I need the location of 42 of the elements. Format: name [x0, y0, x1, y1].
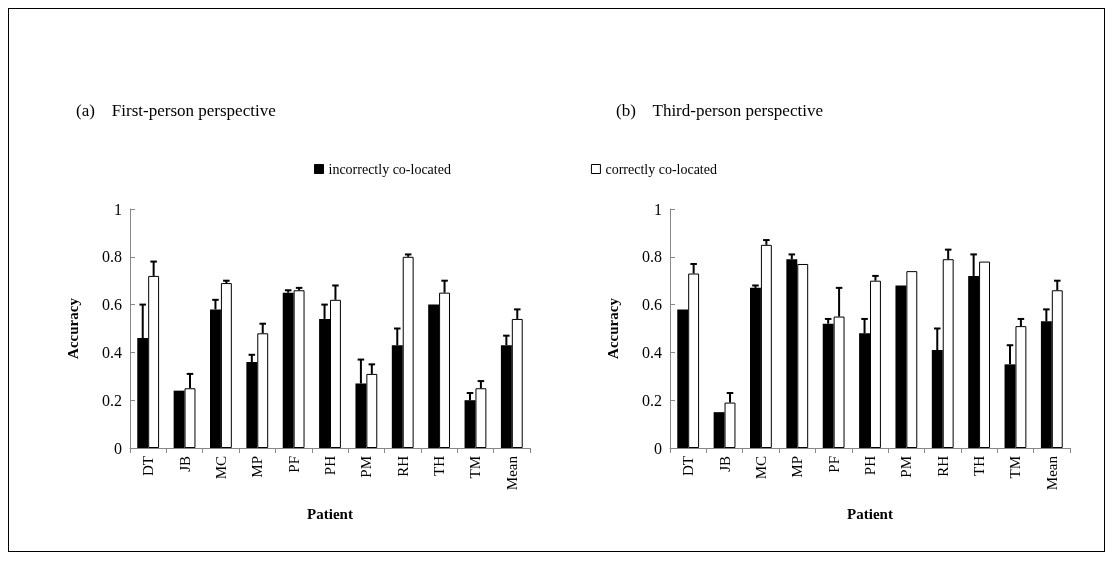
- x-tick-label: Mean: [503, 455, 520, 491]
- x-tick-label: RH: [394, 455, 411, 477]
- legend-label: incorrectly co-located: [328, 161, 451, 177]
- y-tick-label: 0.4: [642, 343, 662, 361]
- y-tick-label: 0.2: [102, 391, 122, 409]
- x-tick-label: TM: [1007, 456, 1024, 479]
- x-axis-title: Patient: [847, 505, 893, 522]
- x-tick-label: JB: [716, 456, 733, 472]
- y-tick-label: 0.8: [642, 248, 662, 266]
- x-tick-label: DT: [140, 456, 157, 476]
- x-tick-label: RH: [934, 455, 951, 477]
- y-axis-title: Accuracy: [604, 297, 621, 359]
- legend-label: correctly co-located: [605, 161, 717, 177]
- y-axis-title: Accuracy: [64, 297, 81, 359]
- y-tick-label: 1: [114, 200, 122, 218]
- y-tick-label: 1: [654, 200, 662, 218]
- x-tick-label: MC: [752, 456, 769, 480]
- y-tick-label: 0.2: [642, 391, 662, 409]
- y-tick-label: 0.4: [102, 343, 122, 361]
- x-tick-label: MP: [249, 456, 266, 478]
- x-tick-label: TM: [467, 456, 484, 479]
- x-tick-label: PH: [322, 455, 338, 476]
- y-tick-label: 0.6: [642, 296, 662, 314]
- x-tick-label: MC: [212, 456, 229, 480]
- x-tick-label: TH: [431, 455, 448, 476]
- x-tick-label: PM: [898, 456, 915, 478]
- chart-title: (b) Third-person perspective: [616, 101, 823, 120]
- x-tick-label: Mean: [1043, 455, 1060, 491]
- y-tick-label: 0: [114, 439, 122, 457]
- x-axis-title: Patient: [307, 505, 353, 522]
- x-tick-label: DT: [680, 456, 697, 476]
- y-tick-label: 0: [654, 439, 662, 457]
- x-tick-label: TH: [971, 455, 988, 476]
- x-tick-label: PM: [358, 456, 375, 478]
- chart-title: (a) First-person perspective: [76, 101, 276, 120]
- x-tick-label: PF: [825, 456, 842, 473]
- x-tick-label: PH: [862, 455, 878, 476]
- y-tick-label: 0.8: [102, 248, 122, 266]
- x-tick-label: MP: [789, 456, 806, 478]
- x-tick-label: PF: [285, 456, 302, 473]
- x-tick-label: JB: [176, 456, 193, 472]
- y-tick-label: 0.6: [102, 296, 122, 314]
